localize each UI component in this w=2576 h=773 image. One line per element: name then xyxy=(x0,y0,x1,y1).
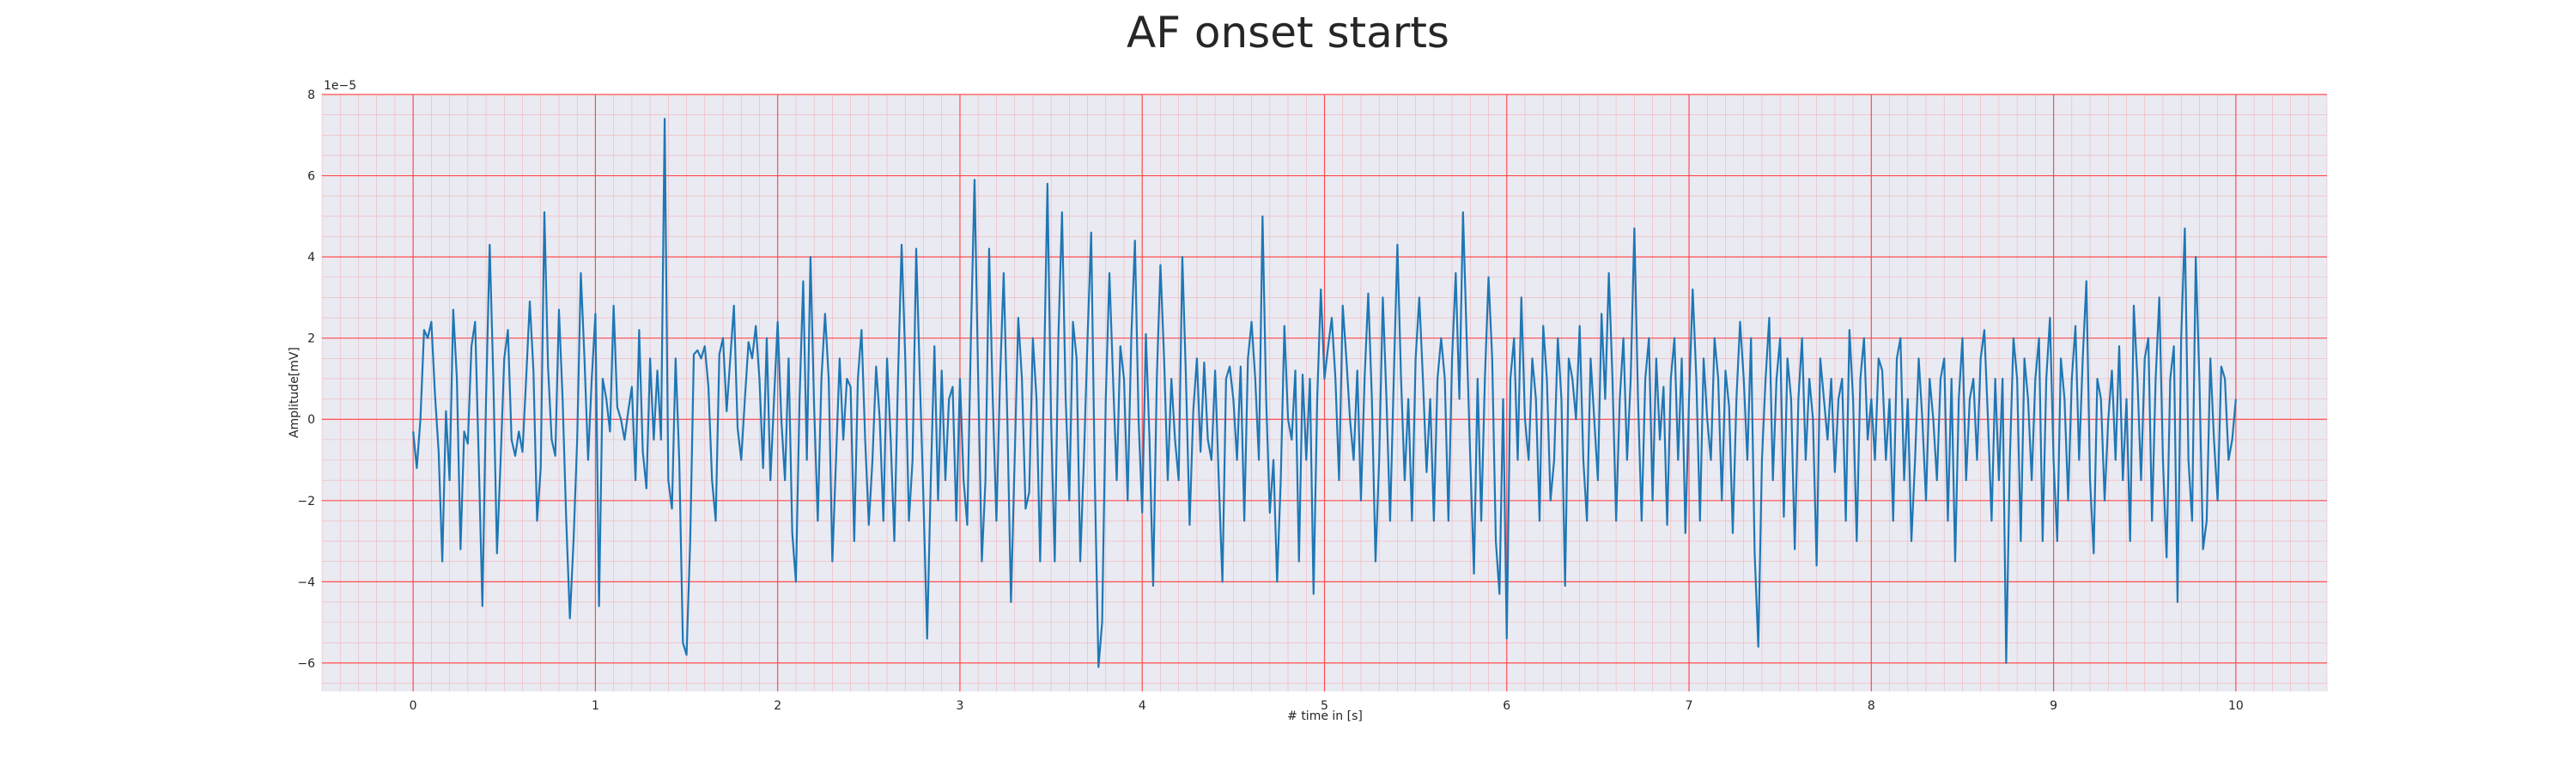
x-tick-label: 0 xyxy=(410,699,417,713)
y-axis-ticks: −6 −4 −2 0 2 4 6 8 xyxy=(297,88,315,671)
x-tick-label: 8 xyxy=(1868,699,1875,713)
x-tick-label: 6 xyxy=(1503,699,1510,713)
x-tick-label: 5 xyxy=(1321,699,1328,713)
x-tick-label: 2 xyxy=(774,699,781,713)
y-tick-label: 2 xyxy=(307,332,315,346)
y-tick-label: −4 xyxy=(297,575,315,589)
x-tick-label: 7 xyxy=(1686,699,1693,713)
y-axis-label: Amplitude[mV] xyxy=(288,347,301,438)
y-tick-label: −2 xyxy=(297,495,315,508)
chart-title: AF onset starts xyxy=(1127,8,1449,58)
signal-line xyxy=(412,118,2237,668)
x-tick-label: 3 xyxy=(956,699,963,713)
y-tick-label: 6 xyxy=(307,170,315,184)
x-axis-label: # time in [s] xyxy=(1287,709,1363,723)
y-offset-label: 1e−5 xyxy=(324,79,356,93)
major-grid xyxy=(322,94,2327,691)
y-tick-label: −6 xyxy=(297,657,315,671)
x-tick-label: 10 xyxy=(2228,699,2244,713)
x-tick-label: 4 xyxy=(1139,699,1146,713)
x-tick-label: 9 xyxy=(2050,699,2057,713)
y-tick-label: 0 xyxy=(307,413,315,427)
y-tick-label: 8 xyxy=(307,88,315,102)
x-axis-ticks: 0 1 2 3 4 5 6 7 8 9 10 xyxy=(410,699,2244,713)
y-tick-label: 4 xyxy=(307,251,315,265)
x-tick-label: 1 xyxy=(592,699,599,713)
